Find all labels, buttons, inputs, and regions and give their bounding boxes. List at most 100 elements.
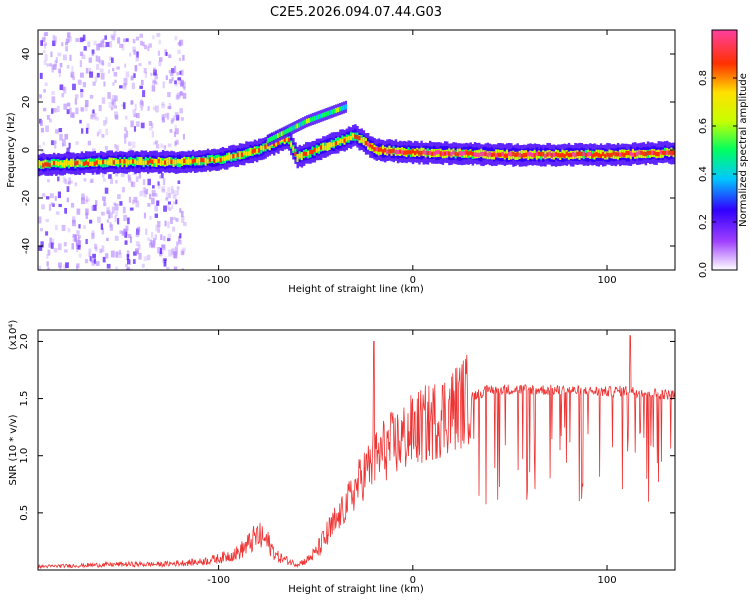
spectrogram-ridge-cell	[234, 153, 237, 159]
spectrogram-noise-cell	[134, 65, 137, 72]
spectrogram-ridge-cell	[529, 151, 532, 157]
spectrogram-peak-cell	[584, 152, 589, 157]
spectrogram-noise-cell	[166, 205, 170, 210]
spectrogram-noise-cell	[123, 228, 127, 236]
spectrogram-ridge-cell	[193, 158, 197, 163]
spectrogram-noise-cell	[138, 253, 142, 260]
spectrogram-noise-cell	[160, 173, 164, 179]
spectrogram-noise-cell	[79, 119, 82, 124]
spectrogram-noise-cell	[182, 92, 187, 99]
spectrogram-noise-cell	[93, 258, 97, 264]
spectrogram-ridge-cell	[450, 152, 453, 157]
spectrogram-noise-cell	[59, 133, 63, 141]
colorbar: 0.0 0.2 0.4 0.6 0.8 Normalized spectral ampl…	[698, 29, 749, 278]
spectrogram-noise-cell	[50, 140, 55, 146]
spectrogram-noise-cell	[175, 217, 179, 222]
spectrogram-branch-core	[331, 109, 334, 115]
spectrogram-ridge-cell	[352, 133, 355, 138]
spectrogram-noise-cell	[109, 56, 113, 61]
spectrogram-noise-cell	[61, 42, 64, 47]
spectrogram-noise-cell	[115, 179, 118, 184]
spectrogram-ridge-cell	[576, 151, 579, 157]
spectrogram-noise-cell	[156, 200, 160, 206]
spectrogram-noise-cell	[51, 91, 55, 96]
spectrogram-noise-cell	[106, 219, 109, 223]
spectrogram-noise-cell	[38, 265, 42, 270]
spectrogram-ridge-cell	[358, 135, 361, 141]
spectrogram-noise-cell	[41, 193, 46, 198]
spectrogram-ridge-cell	[166, 158, 169, 164]
spectrogram-noise-cell	[101, 245, 105, 253]
spectrogram-ridge-cell	[424, 150, 428, 155]
spectrogram-ridge-cell	[612, 151, 616, 156]
spectrogram-branch-core	[325, 111, 328, 117]
spectrogram-noise-cell	[116, 66, 120, 70]
spectrogram-noise-cell	[62, 139, 66, 147]
spectrogram-noise-cell	[89, 94, 94, 99]
spectrogram-ridge-cell	[518, 152, 522, 158]
spectrogram-noise-cell	[136, 51, 139, 58]
spectrogram-noise-cell	[82, 34, 86, 41]
spectrogram-ridge-cell	[59, 160, 62, 165]
spectrogram-noise-cell	[175, 199, 178, 205]
spectrogram-noise-cell	[84, 99, 89, 107]
spectrogram-ridge-cell	[411, 149, 415, 154]
spectrogram-noise-cell	[110, 98, 114, 104]
spectrogram-noise-cell	[126, 254, 130, 260]
spectrogram-noise-cell	[95, 261, 100, 266]
spectrogram-ridge-cell	[99, 160, 103, 165]
spectrogram-noise-cell	[151, 81, 155, 86]
spectrogram-noise-cell	[129, 207, 134, 211]
spectrogram-noise-cell	[77, 237, 80, 241]
spectrogram-noise-cell	[81, 54, 86, 60]
spectrogram-noise-cell	[53, 247, 58, 253]
spectrogram-ridge-cell	[531, 152, 534, 158]
spectrogram-noise-cell	[62, 176, 66, 183]
spectrogram-ridge-cell	[501, 152, 504, 157]
spectrogram-noise-cell	[143, 187, 146, 195]
spectrogram-branch-core	[271, 136, 274, 141]
spectrogram-noise-cell	[71, 65, 74, 73]
spectrogram-noise-cell	[182, 55, 185, 61]
spectrogram-ridge-cell	[565, 151, 569, 156]
spectrogram-ridge-cell	[490, 152, 494, 158]
snr-ytick-label: 0.5	[19, 505, 30, 521]
spectrogram-noise-cell	[53, 140, 57, 144]
spectrogram-noise-cell	[68, 177, 71, 183]
spectrogram-branch-core	[278, 132, 282, 138]
spectrogram-noise-cell	[123, 214, 128, 222]
spectrogram-noise-cell	[150, 72, 153, 76]
spectrogram-noise-cell	[115, 145, 119, 152]
spectrogram-ridge-cell	[606, 152, 609, 157]
spectrogram-ridge-cell	[168, 159, 171, 164]
spectrogram-noise-cell	[66, 186, 70, 193]
spectrogram-heatmap	[38, 30, 675, 270]
spectrogram-noise-cell	[118, 252, 122, 259]
spectrogram-noise-cell	[89, 219, 93, 224]
spectrogram-noise-cell	[88, 248, 92, 252]
spectrogram-noise-cell	[67, 102, 71, 107]
spectrogram-noise-cell	[75, 38, 80, 43]
spectrogram-noise-cell	[44, 82, 48, 86]
spectrogram-noise-cell	[70, 202, 75, 208]
spectrogram-noise-cell	[173, 251, 178, 259]
spectrogram-peak-cell	[661, 150, 666, 155]
spectrogram-noise-cell	[63, 103, 68, 110]
spectrogram-noise-cell	[138, 174, 142, 179]
spectrogram-ridge-cell	[604, 153, 607, 159]
spectrogram-noise-cell	[55, 224, 58, 231]
spectrogram-noise-cell	[164, 113, 169, 118]
spectrogram-ridge-cell	[159, 160, 163, 166]
spectrogram-noise-cell	[72, 76, 76, 80]
spectrogram-ridge-cell	[561, 152, 564, 158]
spectrogram-branch-core	[337, 107, 340, 113]
spectrogram-noise-cell	[174, 82, 178, 87]
spectrogram-noise-cell	[78, 224, 81, 229]
spectrogram-ridge-cell	[305, 151, 308, 157]
spectrogram-noise-cell	[157, 184, 161, 189]
spectrogram-noise-cell	[178, 240, 182, 245]
spectrogram-ridge-cell	[240, 152, 244, 157]
spectrogram-noise-cell	[130, 120, 134, 128]
spectrogram-noise-cell	[122, 187, 125, 193]
spectrogram-peak-cell	[514, 152, 519, 157]
